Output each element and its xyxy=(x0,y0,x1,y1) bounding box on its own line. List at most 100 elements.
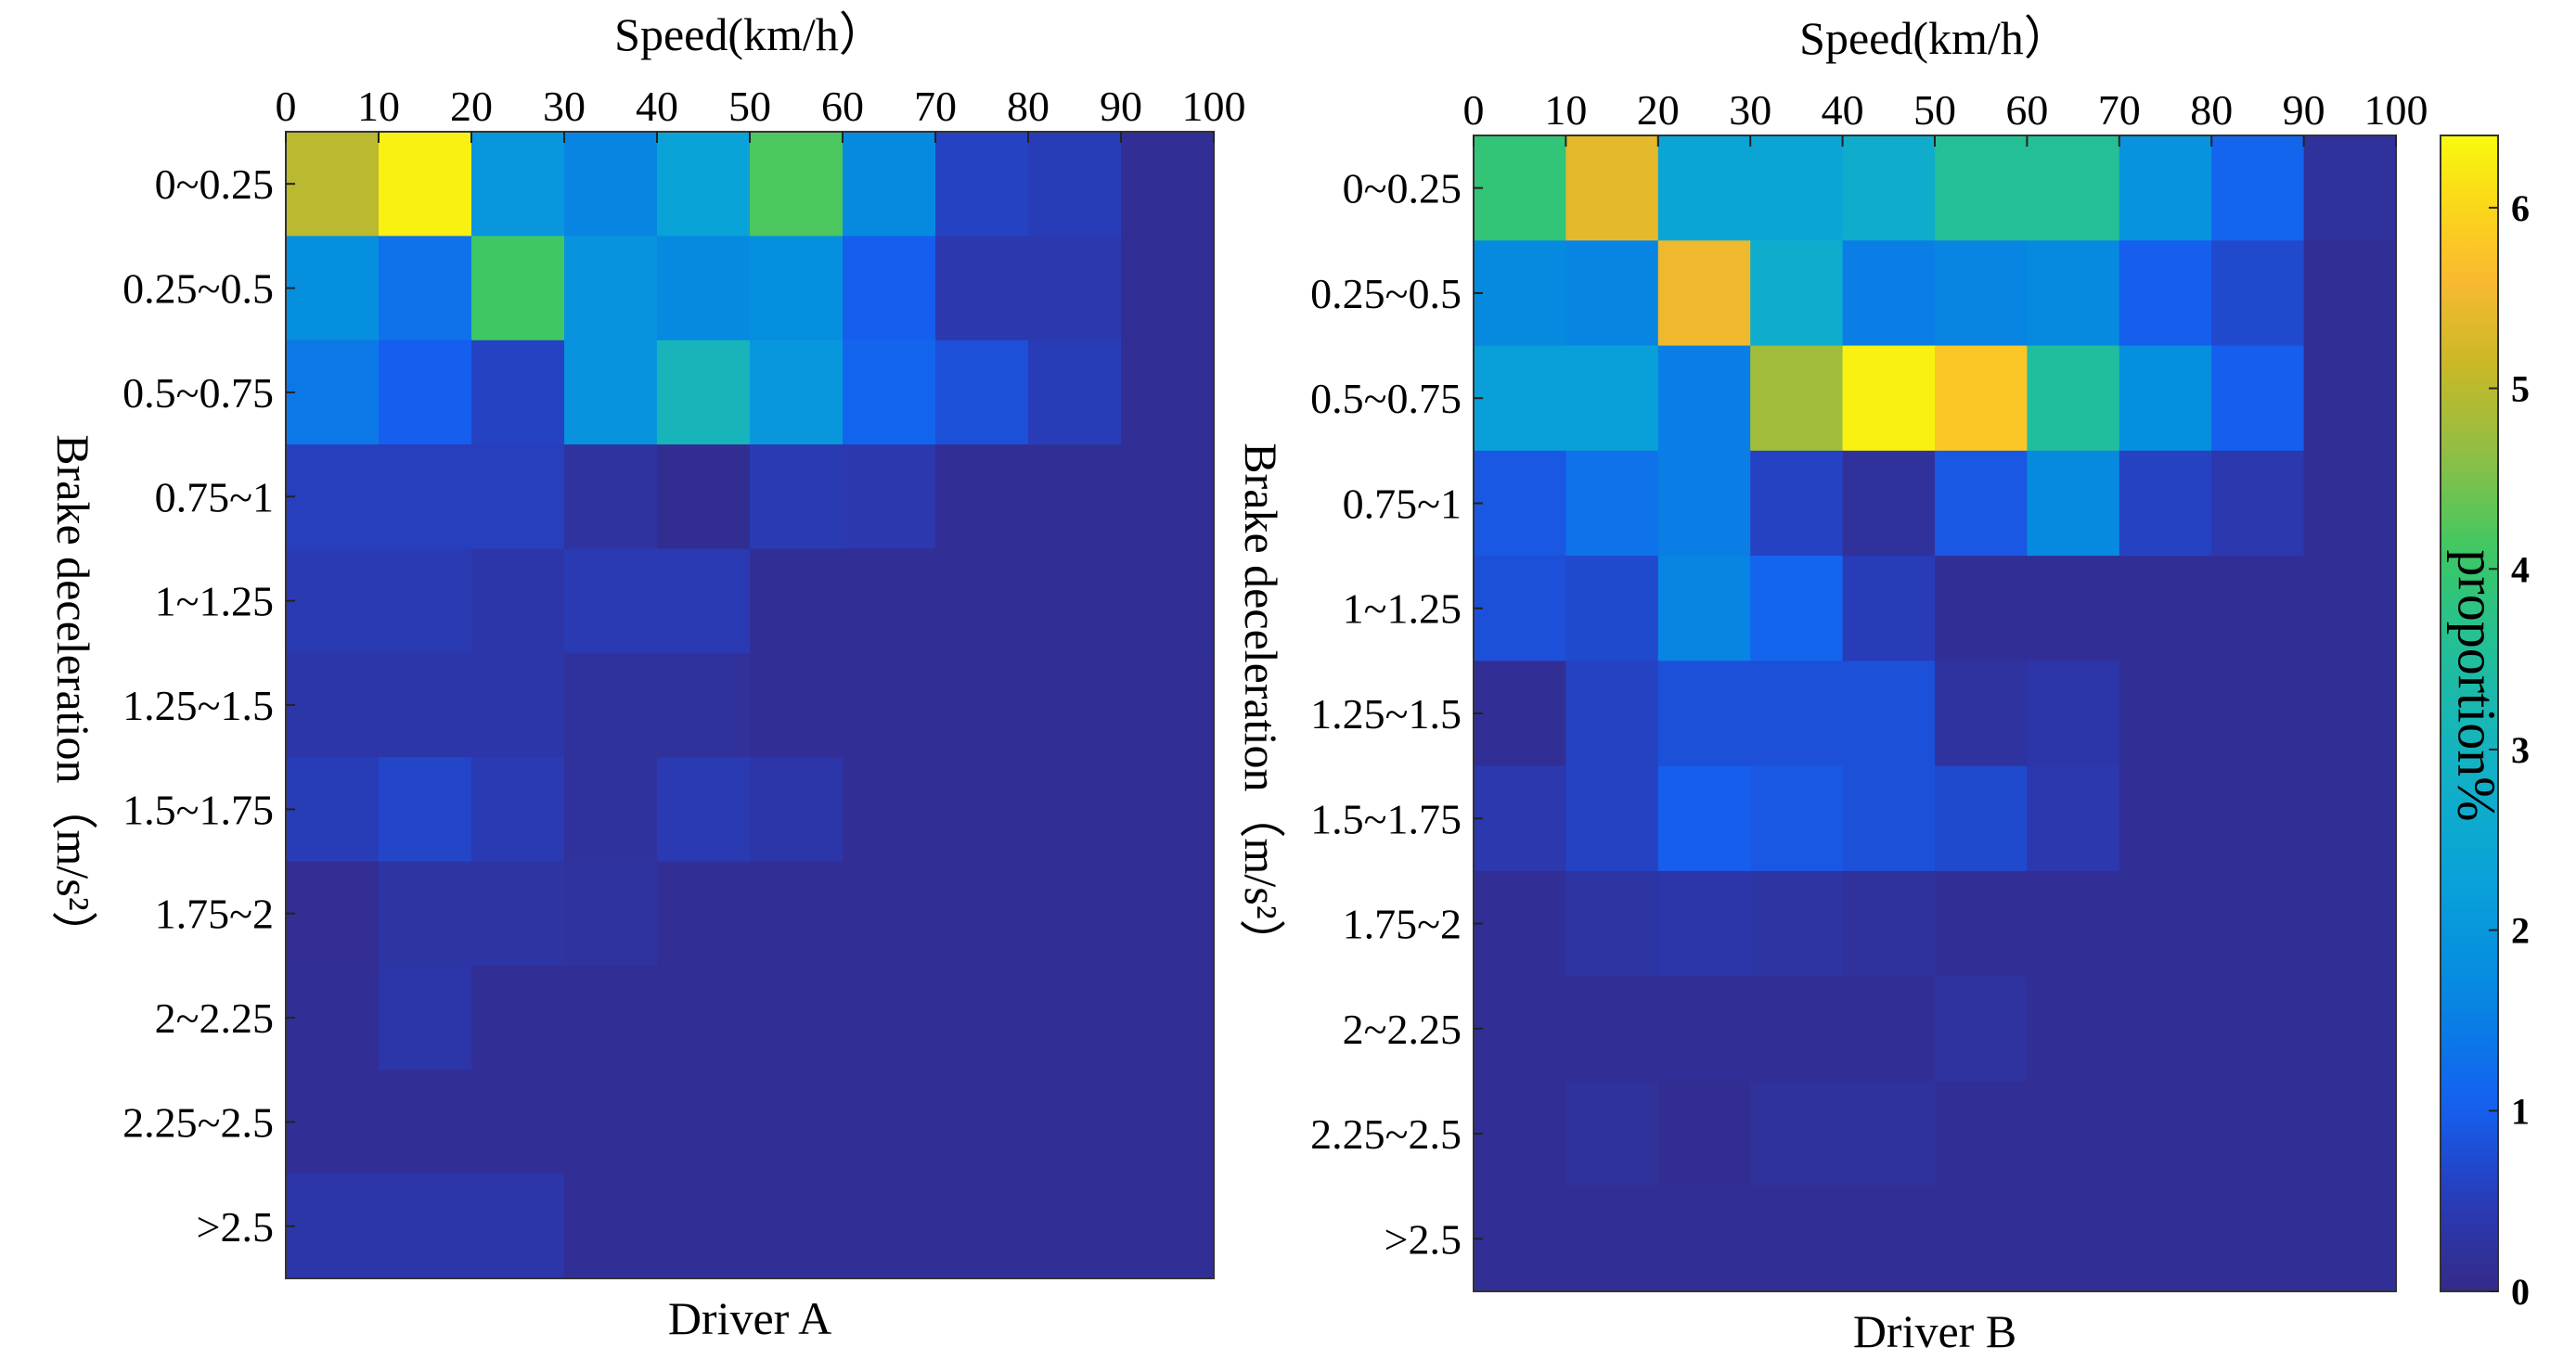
heatmap-cell xyxy=(379,1174,472,1279)
x-axis-title: Speed(km/h） xyxy=(1799,12,2070,64)
y-tick-label: >2.5 xyxy=(197,1203,274,1251)
heatmap-cell xyxy=(1657,135,1751,241)
heatmap-cell xyxy=(2027,450,2120,557)
heatmap-cell xyxy=(1935,765,2028,872)
colorbar: 0 1 2 3 4 5 6 proportion% xyxy=(2440,135,2530,1313)
heatmap-cell xyxy=(750,757,844,863)
heatmap-cell xyxy=(1750,870,1844,977)
x-tick-label: 0 xyxy=(1463,86,1485,134)
y-tick-label: 2~2.25 xyxy=(155,994,274,1042)
heatmap-cell xyxy=(2303,1081,2397,1187)
heatmap-cell xyxy=(935,861,1029,967)
heatmap-cell xyxy=(564,652,658,758)
heatmap-cell xyxy=(657,965,751,1071)
heatmap-cell xyxy=(1565,135,1659,241)
heatmap-cell xyxy=(1565,450,1659,557)
colorbar-bar xyxy=(2440,135,2499,1292)
heatmap-cell xyxy=(2303,1186,2397,1292)
heatmap-cell xyxy=(471,236,565,341)
heatmap-cell xyxy=(935,757,1029,863)
heatmap-cell xyxy=(2027,1186,2120,1292)
heatmap-cell xyxy=(2119,870,2212,977)
heatmap-cell xyxy=(1657,661,1751,767)
heatmap-cell xyxy=(564,861,658,967)
heatmap-cell xyxy=(1935,240,2028,347)
heatmap-cell xyxy=(1842,135,1936,241)
heatmap-cell xyxy=(1935,135,2028,241)
heatmap-cell xyxy=(843,757,936,863)
heatmap-cell xyxy=(657,757,751,863)
heatmap-cell xyxy=(1842,661,1936,767)
heatmap-cell xyxy=(657,548,751,654)
heatmap-cell xyxy=(1842,240,1936,347)
heatmap-cell xyxy=(2303,765,2397,872)
heatmap-cell xyxy=(1565,765,1659,872)
heatmap-cell xyxy=(379,236,472,341)
panel-label: Driver B xyxy=(1853,1305,2016,1357)
x-axis-title: Speed(km/h） xyxy=(614,8,885,60)
heatmap-cell xyxy=(2119,976,2212,1083)
heatmap-cell xyxy=(2303,240,2397,347)
heatmap-cell xyxy=(2027,765,2120,872)
heatmap-cell xyxy=(1474,976,1566,1083)
heatmap-cell xyxy=(1935,450,2028,557)
heatmap-cell xyxy=(564,444,658,550)
heatmap-cell xyxy=(1028,652,1122,758)
heatmap-cell xyxy=(1474,135,1566,241)
heatmap-cell xyxy=(1028,1174,1122,1279)
panel-label: Driver A xyxy=(668,1292,831,1344)
heatmap-cell xyxy=(1750,556,1844,661)
y-tick-label: 0.5~0.75 xyxy=(1310,375,1462,422)
y-tick-label: 0.75~1 xyxy=(1343,480,1462,527)
heatmap-cell xyxy=(657,861,751,967)
x-tick-label: 60 xyxy=(821,83,864,130)
heatmap-cell xyxy=(1121,548,1215,654)
heatmap-cell xyxy=(1565,556,1659,661)
heatmap-cell xyxy=(471,652,565,758)
heatmap-cell xyxy=(2211,345,2305,452)
y-tick-label: 1.75~2 xyxy=(1343,901,1462,948)
heatmap-cell xyxy=(2211,1081,2305,1187)
heatmap-cell xyxy=(1028,444,1122,550)
heatmap-cell xyxy=(750,965,844,1071)
heatmap-cell xyxy=(1565,345,1659,452)
heatmap-cell xyxy=(1474,1081,1566,1187)
y-tick-label: 0.25~0.5 xyxy=(122,265,274,313)
heatmap-cell xyxy=(1565,1081,1659,1187)
heatmap-cell xyxy=(1474,240,1566,347)
colorbar-tick-label: 4 xyxy=(2511,548,2530,590)
heatmap-cell xyxy=(750,132,844,237)
heatmap-cell xyxy=(471,1174,565,1279)
heatmap-cell xyxy=(1121,965,1215,1071)
heatmap-cell xyxy=(1474,450,1566,557)
heatmap-cell xyxy=(1935,345,2028,452)
heatmap-cell xyxy=(2211,240,2305,347)
heatmap-cell xyxy=(471,757,565,863)
y-axis-label: Brake deceleration（m/s²） xyxy=(47,434,99,956)
heatmap-cell xyxy=(1842,1081,1936,1187)
heatmap-cell xyxy=(564,757,658,863)
heatmap-cell xyxy=(1935,1081,2028,1187)
x-tick-label: 100 xyxy=(2364,86,2428,134)
heatmap-cell xyxy=(1028,548,1122,654)
y-tick-label: >2.5 xyxy=(1385,1215,1462,1263)
heatmap-cell xyxy=(2027,661,2120,767)
heatmap-cell xyxy=(2119,1186,2212,1292)
heatmap-cell xyxy=(935,548,1029,654)
heatmap-cell xyxy=(286,444,380,550)
heatmap-cell xyxy=(1474,556,1566,661)
x-tick-label: 40 xyxy=(636,83,678,130)
heatmap-cell xyxy=(471,965,565,1071)
x-tick-label: 70 xyxy=(914,83,957,130)
heatmap-cell xyxy=(1121,652,1215,758)
heatmap-cell xyxy=(286,652,380,758)
heatmap-cell xyxy=(2027,240,2120,347)
heatmap-cell xyxy=(1657,556,1751,661)
heatmap-cell xyxy=(1750,661,1844,767)
x-tick-label: 10 xyxy=(1544,86,1587,134)
heatmap-cell xyxy=(657,444,751,550)
heatmap-cell xyxy=(657,236,751,341)
heatmap-cell xyxy=(1842,976,1936,1083)
y-tick-label: 0.5~0.75 xyxy=(122,369,274,417)
heatmap-cell xyxy=(2211,450,2305,557)
